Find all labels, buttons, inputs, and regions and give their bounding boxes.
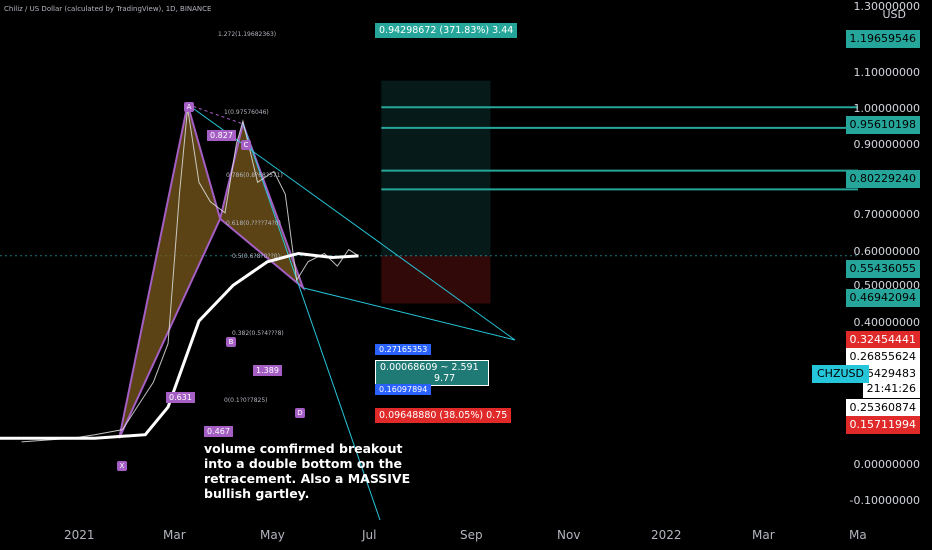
price-tag-0554: 0.55436055 bbox=[845, 260, 920, 278]
pattern-point-x: X bbox=[117, 461, 127, 471]
price-axis-unit: USD bbox=[882, 8, 906, 21]
y-tick-6: 0.50000000 bbox=[853, 279, 920, 292]
target-label: 0.94298672 (371.83%) 3.44 bbox=[375, 23, 518, 38]
fib-label-0: 0(0.1?0?7825) bbox=[224, 397, 268, 404]
y-tick-3: 0.90000000 bbox=[853, 138, 920, 151]
price-tag-0324: 0.32454441 bbox=[845, 331, 920, 349]
fib-label-0382: 0.382(0.5?4???8) bbox=[232, 330, 284, 337]
long-stop-zone bbox=[381, 255, 491, 304]
pattern-point-a: A bbox=[184, 102, 194, 112]
x-tick-jul: Jul bbox=[362, 528, 377, 542]
fib-label-1272: 1.272(1.19682363) bbox=[218, 31, 277, 38]
price-tag-0956: 0.95610198 bbox=[845, 116, 920, 134]
countdown-tag: 21:41:26 bbox=[862, 380, 920, 398]
position-mid-line1: 0.00068609 ~ 2.591 bbox=[380, 362, 479, 373]
y-tick-9: -0.10000000 bbox=[849, 494, 920, 507]
fib-label-05: 0.5(0.6?8?0??0) bbox=[232, 253, 280, 260]
pattern-point-d: D bbox=[295, 408, 305, 418]
x-tick-may: May bbox=[260, 528, 285, 542]
price-tag-0469: 0.46942094 bbox=[845, 289, 920, 307]
callout-upper: 0.27165353 bbox=[375, 344, 432, 355]
ratio-abc: 0.467 bbox=[204, 426, 233, 437]
y-tick-8: 0.00000000 bbox=[853, 458, 920, 471]
callout-lower: 0.16097894 bbox=[375, 384, 432, 395]
price-tag-0802: 0.80229240 bbox=[845, 170, 920, 188]
x-tick-ma: Ma bbox=[849, 528, 867, 542]
ratio-xad: 0.631 bbox=[166, 392, 195, 403]
average-line bbox=[21, 251, 359, 440]
position-mid-box: 0.00068609 ~ 2.591 9.77 bbox=[375, 360, 489, 386]
symbol-tag: CHZUSD bbox=[812, 365, 869, 383]
long-target-zone bbox=[381, 80, 491, 256]
trendline-lower bbox=[303, 287, 516, 341]
stop-label: 0.09648880 (38.05%) 0.75 bbox=[375, 408, 512, 423]
position-mid-line2: 9.77 bbox=[434, 373, 456, 384]
y-tick-7: 0.40000000 bbox=[853, 316, 920, 329]
price-tag-0157: 0.15711994 bbox=[845, 416, 920, 434]
x-tick-mar: Mar bbox=[163, 528, 186, 542]
y-tick-top: 1.30000000 bbox=[853, 0, 920, 13]
annotation-text: volume comfirmed breakout into a double … bbox=[204, 441, 411, 501]
ratio-bcd: 1.389 bbox=[253, 365, 282, 376]
y-tick-1: 1.10000000 bbox=[853, 66, 920, 79]
ratio-xab: 0.827 bbox=[207, 130, 236, 141]
pattern-point-c: C bbox=[241, 140, 251, 150]
price-tag-0253: 0.25360874 bbox=[845, 399, 920, 417]
fib-label-0618: 0.618(0.????74?0) bbox=[226, 220, 281, 227]
x-tick-2021: 2021 bbox=[64, 528, 95, 542]
x-tick-nov: Nov bbox=[557, 528, 581, 542]
price-tag-1196: 1.19659546 bbox=[845, 30, 920, 48]
x-tick-sep: Sep bbox=[460, 528, 483, 542]
pattern-point-b: B bbox=[226, 337, 236, 347]
fib-label-1: 1(0.97576046) bbox=[224, 109, 269, 116]
trendline-fan bbox=[242, 123, 381, 521]
y-tick-2: 1.00000000 bbox=[853, 102, 920, 115]
y-tick-4: 0.70000000 bbox=[853, 208, 920, 221]
x-tick-mar-2022: Mar bbox=[752, 528, 775, 542]
price-line bbox=[21, 107, 359, 443]
pattern-dash-bd bbox=[219, 218, 304, 289]
pattern-dash-ac bbox=[187, 103, 244, 125]
fib-label-0786: 0.786(0.8?68?571) bbox=[226, 172, 283, 179]
y-tick-5: 0.60000000 bbox=[853, 245, 920, 258]
price-tag-0268: 0.26855624 bbox=[845, 348, 920, 366]
chart-title: Chiliz / US Dollar (calculated by Tradin… bbox=[4, 5, 212, 13]
x-tick-2022: 2022 bbox=[651, 528, 682, 542]
pattern-triangle-xab bbox=[118, 104, 222, 439]
